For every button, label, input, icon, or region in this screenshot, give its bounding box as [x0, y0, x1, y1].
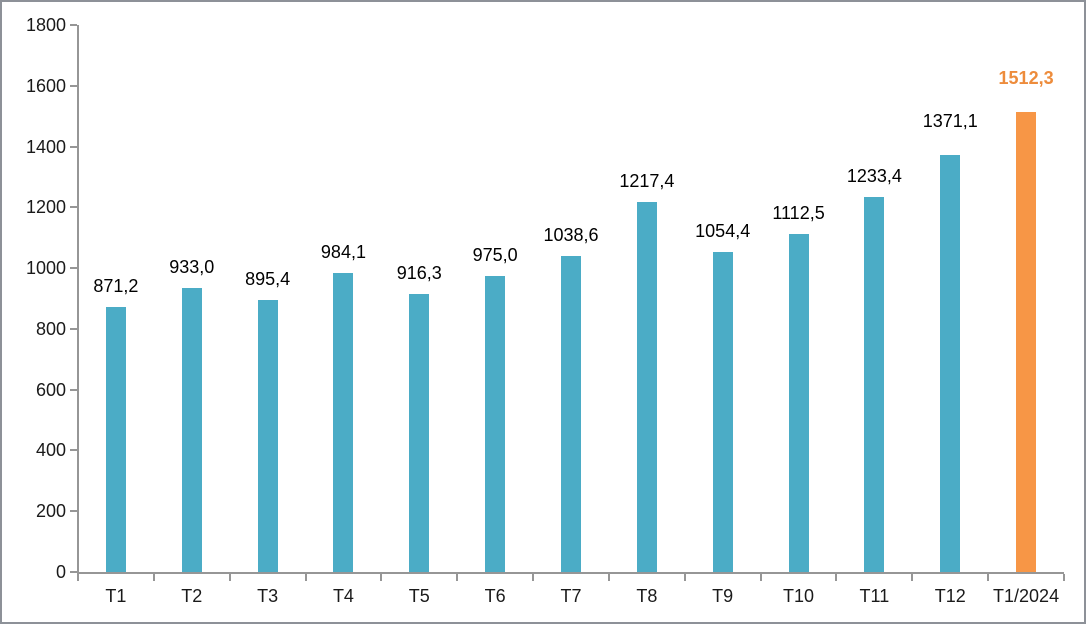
bar-T6 [485, 275, 506, 572]
bar-T8 [636, 202, 657, 572]
x-tick [987, 574, 990, 581]
y-tick [70, 267, 77, 270]
bar-T12 [940, 155, 961, 572]
bar-value-label: 1512,3 [998, 68, 1054, 89]
y-tick [70, 24, 77, 26]
y-tick [70, 571, 77, 573]
y-tick-label: 1800 [25, 15, 66, 35]
bar-T2 [181, 288, 202, 572]
bar-value-label: 916,3 [396, 262, 442, 283]
x-tick [911, 574, 914, 581]
bar-value-label: 975,0 [472, 244, 518, 265]
y-tick-label: 200 [35, 501, 66, 522]
y-tick [70, 327, 77, 330]
y-tick-label: 1600 [25, 75, 66, 96]
x-category-label: T7 [560, 586, 582, 606]
bar-value-label: 871,2 [93, 276, 139, 297]
bar-T10 [788, 233, 809, 572]
x-tick [456, 574, 459, 581]
bar-value-label: 1217,4 [619, 171, 675, 192]
y-tick-label: 1000 [25, 258, 66, 279]
x-tick [228, 574, 231, 581]
bar-T5 [409, 293, 430, 572]
x-category-label: T8 [636, 586, 658, 606]
bar-T3 [257, 299, 278, 572]
x-tick [77, 574, 79, 581]
bar-T7 [561, 256, 581, 572]
x-tick [304, 574, 307, 581]
y-tick [70, 206, 77, 209]
x-tick [152, 574, 155, 581]
bar-value-label: 933,0 [169, 257, 215, 278]
x-category-label: T1/2024 [993, 586, 1060, 606]
bar-value-label: 984,1 [320, 241, 366, 262]
y-tick-label: 1200 [25, 197, 66, 218]
bar-value-label: 1233,4 [846, 166, 902, 187]
y-tick-label: 600 [35, 379, 66, 400]
x-tick [1063, 574, 1065, 581]
x-tick [683, 574, 686, 581]
y-tick [70, 449, 77, 452]
bar-value-label: 895,4 [245, 268, 291, 289]
x-category-label: T10 [783, 586, 815, 606]
x-category-label: T12 [934, 586, 966, 606]
bar-T1/2024 [1016, 112, 1037, 572]
y-tick [70, 84, 77, 87]
x-category-label: T1 [105, 586, 127, 606]
x-category-label: T4 [332, 586, 354, 606]
x-tick [835, 574, 838, 581]
x-category-label: T5 [408, 586, 430, 606]
y-tick [70, 388, 77, 391]
x-category-label: T2 [181, 586, 203, 606]
y-tick-label: 0 [55, 562, 66, 582]
bar-T4 [333, 272, 354, 572]
bar-value-label: 1371,1 [922, 111, 978, 132]
bar-value-label: 1054,4 [695, 220, 751, 241]
x-tick [607, 574, 610, 581]
x-category-label: T3 [257, 586, 279, 606]
y-tick-label: 400 [35, 440, 66, 461]
y-tick-label: 800 [35, 318, 66, 339]
x-category-label: T9 [712, 586, 734, 606]
x-axis-line [77, 572, 1064, 574]
y-tick-label: 1400 [25, 136, 66, 157]
bar-T9 [712, 251, 733, 572]
y-tick [70, 510, 77, 513]
x-tick [380, 574, 383, 581]
bar-T11 [864, 197, 885, 572]
x-tick [759, 574, 762, 581]
y-tick [70, 145, 77, 148]
bar-T1 [105, 307, 126, 572]
bar-value-label: 1038,6 [543, 225, 599, 246]
bar-value-label: 1112,5 [772, 202, 825, 223]
x-category-label: T11 [859, 586, 890, 606]
x-tick [532, 574, 535, 581]
y-axis-line [77, 25, 79, 574]
x-category-label: T6 [484, 586, 506, 606]
